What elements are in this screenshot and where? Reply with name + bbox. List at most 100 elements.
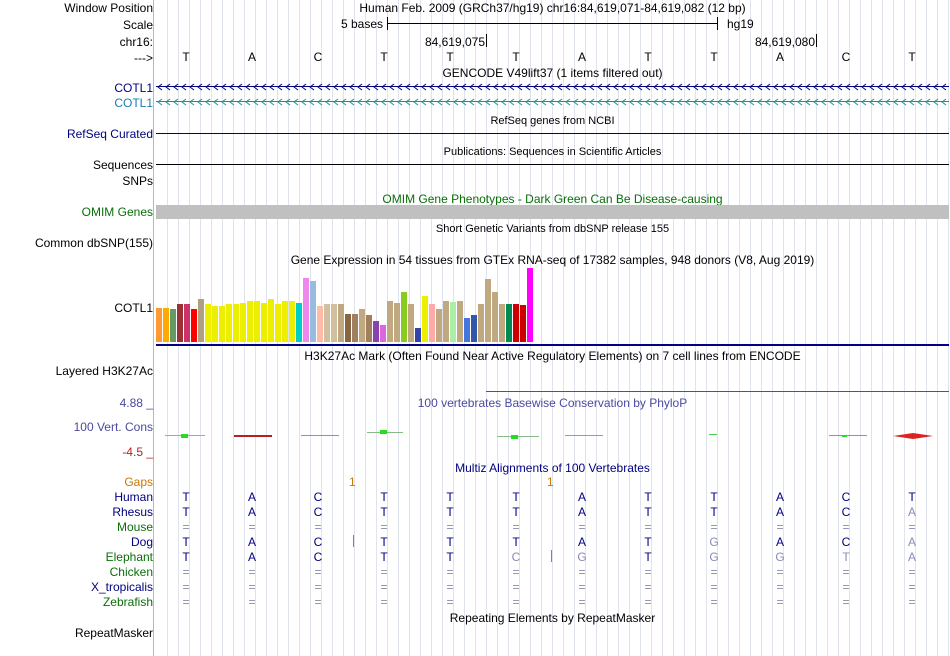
gtex-tissue-bar[interactable] — [345, 314, 351, 342]
gtex-tissue-bar[interactable] — [303, 278, 309, 342]
h3k27ac-label[interactable]: Layered H3K27Ac — [55, 364, 153, 378]
gtex-tissue-bar[interactable] — [366, 315, 372, 342]
species-label[interactable]: X_tropicalis — [90, 580, 153, 594]
gtex-tissue-bar[interactable] — [233, 304, 239, 342]
gtex-tissue-bar[interactable] — [205, 304, 211, 342]
gtex-tissue-bar[interactable] — [464, 318, 470, 342]
alignment-base: = — [710, 565, 718, 579]
gtex-tissue-bar[interactable] — [268, 299, 274, 342]
alignment-base: T — [446, 535, 454, 549]
gtex-tissue-bar[interactable] — [415, 328, 421, 342]
gtex-tissue-bar[interactable] — [184, 304, 190, 342]
gtex-tissue-bar[interactable] — [282, 301, 288, 342]
gtex-tissue-bar[interactable] — [387, 301, 393, 342]
gtex-tissue-bar[interactable] — [499, 304, 505, 342]
gene-model-cotl1-b[interactable] — [156, 97, 949, 107]
gtex-tissue-bar[interactable] — [436, 309, 442, 342]
guide-line — [849, 0, 850, 656]
gtex-tissue-bar[interactable] — [492, 292, 498, 342]
alignment-base: = — [908, 580, 916, 594]
gtex-tissue-bar[interactable] — [261, 303, 267, 342]
gtex-tissue-bar[interactable] — [394, 303, 400, 342]
omim-track-title: OMIM Gene Phenotypes - Dark Green Can Be… — [382, 192, 723, 206]
gtex-tissue-bar[interactable] — [359, 309, 365, 342]
gtex-tissue-bar[interactable] — [520, 305, 526, 342]
snps-label[interactable]: SNPs — [122, 174, 153, 188]
h3k27ac-signal-line[interactable] — [486, 391, 949, 392]
gtex-tissue-bar[interactable] — [156, 308, 162, 342]
gtex-tissue-bar[interactable] — [170, 309, 176, 342]
gtex-tissue-bar[interactable] — [429, 304, 435, 342]
gtex-tissue-bar[interactable] — [478, 304, 484, 342]
refseq-gene-line[interactable] — [156, 133, 949, 134]
species-label[interactable]: Rhesus — [112, 505, 153, 519]
gtex-tissue-bar[interactable] — [443, 301, 449, 342]
gtex-tissue-bar[interactable] — [408, 304, 414, 342]
gtex-tissue-bar[interactable] — [198, 299, 204, 342]
gtex-gene-label[interactable]: COTL1 — [114, 301, 153, 315]
gtex-tissue-bar[interactable] — [338, 304, 344, 342]
gtex-tissue-bar[interactable] — [226, 304, 232, 342]
gtex-tissue-bar[interactable] — [352, 314, 358, 342]
gtex-tissue-bar[interactable] — [506, 304, 512, 342]
gtex-tissue-bar[interactable] — [485, 279, 491, 342]
gtex-tissue-bar[interactable] — [219, 306, 225, 342]
guide-line — [750, 0, 751, 656]
sequences-line[interactable] — [156, 164, 949, 165]
gtex-tissue-bar[interactable] — [177, 304, 183, 342]
alignment-base: = — [710, 595, 718, 609]
gtex-tissue-bar[interactable] — [317, 306, 323, 342]
species-label[interactable]: Dog — [130, 535, 153, 549]
guide-line — [607, 0, 608, 656]
gtex-tissue-bar[interactable] — [240, 303, 246, 342]
alignment-base: A — [775, 505, 784, 519]
gtex-tissue-bar[interactable] — [191, 309, 197, 342]
window-position-text: Human Feb. 2009 (GRCh37/hg19) chr16:84,6… — [359, 1, 746, 15]
gtex-tissue-bar[interactable] — [296, 303, 302, 342]
gene-model-cotl1-a[interactable] — [156, 82, 949, 92]
gtex-tissue-bar[interactable] — [457, 301, 463, 342]
gtex-gene-line[interactable] — [156, 344, 949, 346]
repeatmasker-label[interactable]: RepeatMasker — [74, 626, 153, 640]
cons-mark — [709, 434, 717, 435]
gene-label-cotl1-a[interactable]: COTL1 — [114, 81, 153, 95]
gtex-tissue-bar[interactable] — [422, 296, 428, 342]
cons-track-label[interactable]: 100 Vert. Cons — [73, 420, 153, 434]
common-dbsnp-label[interactable]: Common dbSNP(155) — [34, 236, 153, 250]
refseq-label[interactable]: RefSeq Curated — [66, 127, 153, 141]
gene-label-cotl1-b[interactable]: COTL1 — [114, 96, 153, 110]
gtex-tissue-bar[interactable] — [527, 268, 533, 342]
cons-mark — [497, 436, 539, 437]
gtex-tissue-bar[interactable] — [247, 301, 253, 342]
gaps-label[interactable]: Gaps — [124, 475, 153, 489]
gtex-bar-chart[interactable] — [156, 268, 534, 342]
omim-label[interactable]: OMIM Genes — [81, 205, 153, 219]
gtex-tissue-bar[interactable] — [331, 304, 337, 342]
species-label[interactable]: Elephant — [105, 550, 153, 564]
gtex-tissue-bar[interactable] — [275, 304, 281, 342]
gtex-tissue-bar[interactable] — [471, 315, 477, 342]
gtex-tissue-bar[interactable] — [324, 304, 330, 342]
alignment-base: = — [842, 580, 850, 594]
gtex-tissue-bar[interactable] — [310, 281, 316, 342]
alignment-base: A — [577, 490, 586, 504]
gtex-tissue-bar[interactable] — [513, 304, 519, 342]
gtex-tissue-bar[interactable] — [380, 325, 386, 342]
gtex-tissue-bar[interactable] — [450, 302, 456, 342]
species-label[interactable]: Chicken — [109, 565, 153, 579]
guide-line — [442, 0, 443, 656]
omim-feature-bar[interactable] — [156, 205, 949, 219]
gtex-tissue-bar[interactable] — [212, 306, 218, 342]
gtex-tissue-bar[interactable] — [401, 292, 407, 342]
alignment-base: = — [380, 520, 388, 534]
alignment-base: = — [644, 595, 652, 609]
sequences-label[interactable]: Sequences — [92, 158, 153, 172]
species-label[interactable]: Human — [114, 490, 153, 504]
species-label[interactable]: Zebrafish — [102, 595, 153, 609]
gtex-tissue-bar[interactable] — [373, 321, 379, 342]
gtex-tissue-bar[interactable] — [254, 301, 260, 342]
gtex-tissue-bar[interactable] — [289, 301, 295, 342]
coordinate-1-tick — [486, 34, 487, 47]
gtex-tissue-bar[interactable] — [163, 308, 169, 342]
species-label[interactable]: Mouse — [116, 520, 153, 534]
